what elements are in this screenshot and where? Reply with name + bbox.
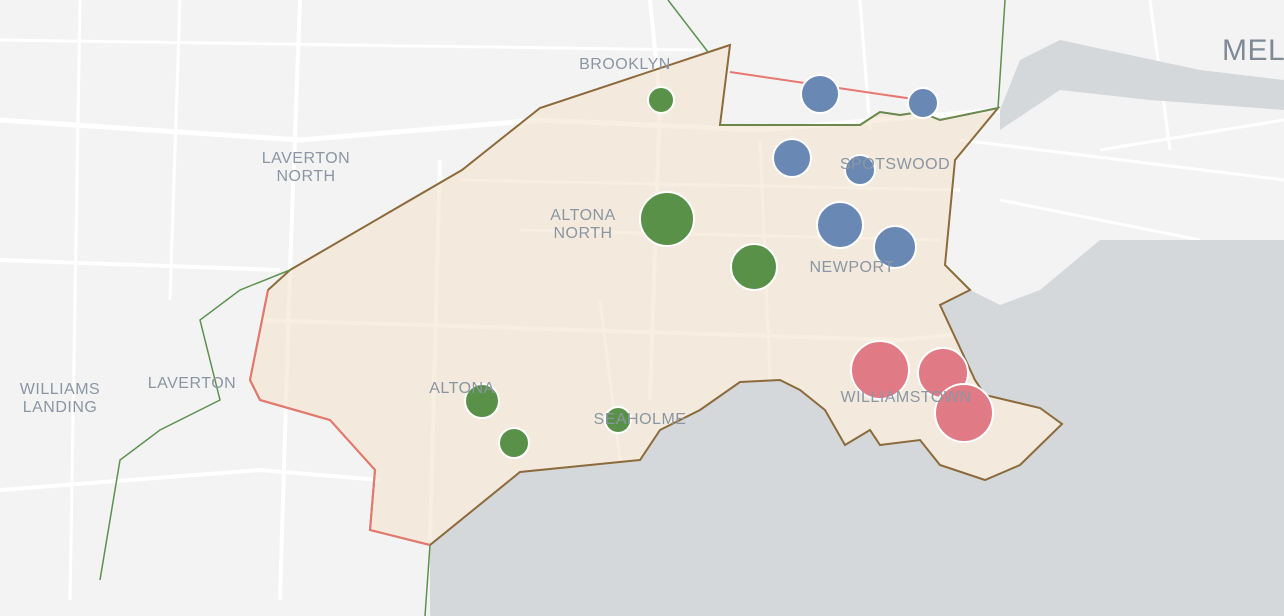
bubble [907, 87, 939, 119]
bubble [772, 138, 812, 178]
bubble [816, 201, 864, 249]
bubble [934, 383, 994, 443]
place-label: NORTH [276, 168, 335, 185]
place-label: SPOTSWOOD [840, 156, 950, 173]
bubble [647, 86, 675, 114]
place-labels: BROOKLYN LAVERTON NORTH ALTONA NORTH SPO… [20, 34, 1284, 428]
bubble [498, 427, 530, 459]
place-label: BROOKLYN [579, 56, 671, 73]
boundary-green [99, 0, 1006, 616]
bubble [844, 154, 876, 186]
place-label: MEL [1222, 34, 1284, 67]
water [430, 240, 1284, 616]
place-label: WILLIAMS [20, 381, 100, 398]
place-label: NEWPORT [810, 259, 895, 276]
place-label: LAVERTON [262, 150, 350, 167]
place-label: WILLIAMSTOWN [840, 389, 971, 406]
place-label: LANDING [23, 399, 98, 416]
river [1000, 40, 1284, 130]
bubbles [464, 74, 994, 459]
bubble [873, 225, 917, 269]
bubble [639, 191, 695, 247]
place-label: ALTONA [429, 380, 495, 397]
bubble [730, 243, 778, 291]
bubble [800, 74, 840, 114]
place-label: ALTONA [550, 207, 616, 224]
bubble [604, 406, 632, 434]
bubble [464, 383, 500, 419]
place-label: NORTH [553, 225, 612, 242]
bubble [850, 340, 910, 400]
boundary-red [248, 289, 431, 546]
place-label: LAVERTON [148, 375, 236, 392]
place-label: SEAHOLME [594, 411, 687, 428]
